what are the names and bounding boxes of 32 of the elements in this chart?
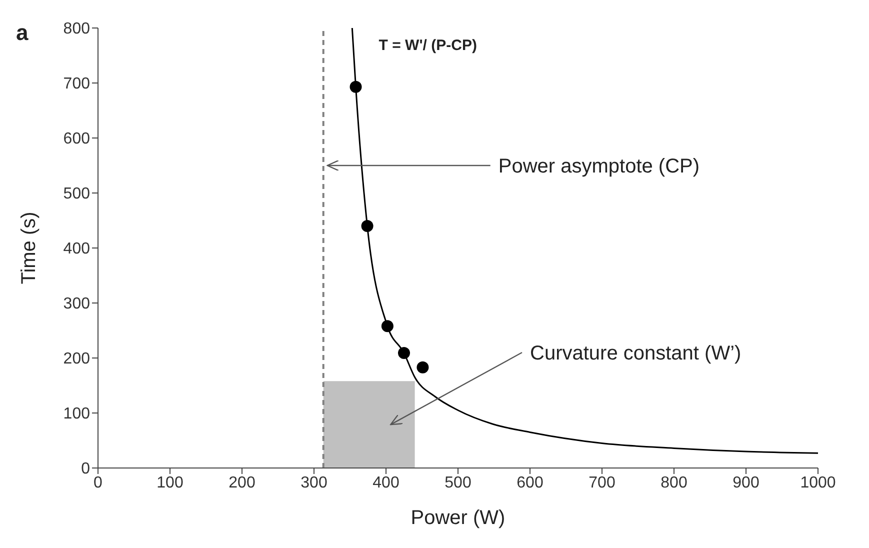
x-tick-label: 500 xyxy=(444,474,472,492)
x-tick-label: 600 xyxy=(516,474,544,492)
x-tick-label: 900 xyxy=(732,474,760,492)
x-axis-title: Power (W) xyxy=(410,507,506,529)
x-tick-label: 800 xyxy=(660,474,688,492)
annotation: Curvature constant (W’) xyxy=(530,342,742,364)
x-tick-label: 1000 xyxy=(800,474,836,492)
y-tick-label: 100 xyxy=(63,406,90,423)
x-tick-label: 200 xyxy=(228,474,256,492)
text: T = W'/ (P-CP) xyxy=(378,37,477,54)
x-tick-label: 0 xyxy=(94,474,103,492)
y-tick-label: 800 xyxy=(63,20,90,38)
line-series xyxy=(351,28,818,454)
x-tick-label: 400 xyxy=(372,474,400,492)
y-axis-title: Time (s) xyxy=(18,212,40,284)
y-tick-label: 600 xyxy=(63,130,90,148)
x-tick-label: 300 xyxy=(300,474,328,492)
x-tick-label: 100 xyxy=(156,474,184,492)
text: a xyxy=(16,20,29,45)
y-tick-label: 0 xyxy=(81,460,90,478)
y-tick-label: 500 xyxy=(63,186,90,203)
y-tick-label: 200 xyxy=(63,350,90,368)
point xyxy=(350,80,362,93)
annotation: Power asymptote (CP) xyxy=(498,156,700,178)
y-tick-label: 400 xyxy=(63,240,90,258)
point xyxy=(416,361,429,374)
y-tick-label: 700 xyxy=(63,76,90,93)
x-tick-label: 700 xyxy=(588,474,616,492)
point xyxy=(398,347,410,360)
point xyxy=(361,220,374,232)
y-tick-label: 300 xyxy=(63,296,90,313)
point xyxy=(381,320,394,332)
